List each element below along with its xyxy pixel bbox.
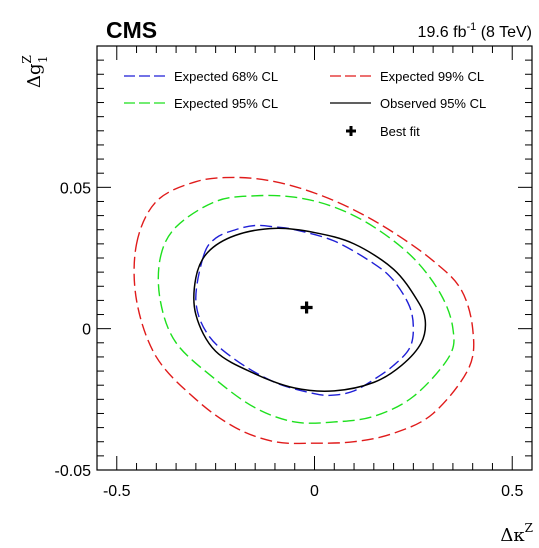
legend-label-observed-95: Observed 95% CL [380, 96, 486, 111]
contour-observed-95-cl [193, 227, 427, 392]
y-axis-label: ΔgZ 1 [20, 55, 50, 88]
contours [133, 176, 475, 445]
legend-label-expected-68: Expected 68% CL [174, 69, 278, 84]
contour-expected-95-cl [157, 194, 455, 424]
luminosity-label: 19.6 fb-1 (8 TeV) [418, 21, 532, 41]
y-tick-label: 0 [82, 322, 91, 339]
tick-labels: -0.5 0 0.5 -0.05 0 0.05 [55, 180, 524, 500]
best-fit-marker [300, 301, 313, 314]
x-axis-label: ΔκZ [500, 521, 533, 546]
y-tick-label: 0.05 [60, 180, 91, 197]
x-tick-label: -0.5 [103, 483, 131, 500]
x-tick-label: 0 [310, 483, 319, 500]
y-tick-label: -0.05 [55, 463, 92, 480]
best-fit-cross [300, 301, 313, 314]
axis-ticks [96, 45, 533, 471]
legend: Expected 68% CL Expected 99% CL Expected… [124, 69, 486, 139]
legend-swatch-best-fit [346, 126, 356, 136]
experiment-label: CMS [106, 17, 157, 43]
legend-label-expected-95: Expected 95% CL [174, 96, 278, 111]
x-tick-label: 0.5 [501, 483, 523, 500]
contour-expected-68-cl [195, 224, 415, 397]
legend-label-expected-99: Expected 99% CL [380, 69, 484, 84]
legend-label-best-fit: Best fit [380, 124, 420, 139]
contour-expected-99-cl [133, 176, 475, 445]
